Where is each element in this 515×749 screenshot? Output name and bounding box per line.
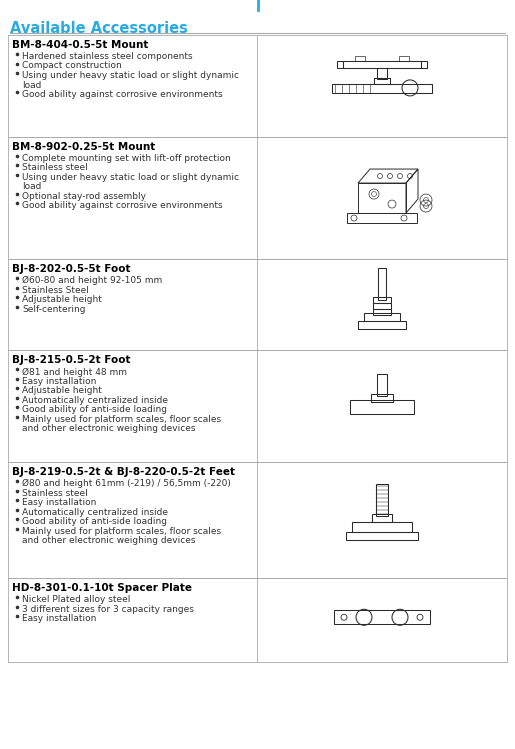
Text: and other electronic weighing devices: and other electronic weighing devices	[22, 536, 196, 545]
Bar	[343, 61, 421, 68]
Text: and other electronic weighing devices: and other electronic weighing devices	[22, 425, 196, 434]
Text: Self-centering: Self-centering	[22, 305, 85, 314]
Text: load: load	[22, 80, 41, 89]
Bar	[377, 68, 387, 79]
Text: Good ability of anti-side loading: Good ability of anti-side loading	[22, 405, 167, 414]
Text: Stainless Steel: Stainless Steel	[22, 286, 89, 295]
Bar	[355, 56, 365, 61]
Text: BJ-8-215-0.5-2t Foot: BJ-8-215-0.5-2t Foot	[12, 356, 130, 366]
Bar	[372, 515, 392, 522]
Text: Adjustable height: Adjustable height	[22, 386, 102, 395]
Text: Ø60-80 and height 92-105 mm: Ø60-80 and height 92-105 mm	[22, 276, 162, 285]
Text: Mainly used for platform scales, floor scales: Mainly used for platform scales, floor s…	[22, 527, 221, 536]
Text: Ø80 and height 61mm (-219) / 56,5mm (-220): Ø80 and height 61mm (-219) / 56,5mm (-22…	[22, 479, 231, 488]
Bar	[332, 84, 432, 93]
Text: Mainly used for platform scales, floor scales: Mainly used for platform scales, floor s…	[22, 415, 221, 424]
Bar	[347, 213, 417, 223]
Text: HD-8-301-0.1-10t Spacer Plate: HD-8-301-0.1-10t Spacer Plate	[12, 583, 192, 593]
Text: Good ability against corrosive environments: Good ability against corrosive environme…	[22, 201, 222, 210]
Text: Complete mounting set with lift-off protection: Complete mounting set with lift-off prot…	[22, 154, 231, 163]
Text: BJ-8-219-0.5-2t & BJ-8-220-0.5-2t Feet: BJ-8-219-0.5-2t & BJ-8-220-0.5-2t Feet	[12, 467, 235, 477]
Bar	[376, 484, 388, 516]
Bar	[358, 183, 406, 213]
Text: BM-8-404-0.5-5t Mount: BM-8-404-0.5-5t Mount	[12, 40, 148, 50]
Text: Using under heavy static load or slight dynamic: Using under heavy static load or slight …	[22, 173, 239, 182]
Bar	[346, 533, 418, 540]
Text: Easy installation: Easy installation	[22, 377, 96, 386]
Bar	[421, 61, 427, 68]
Bar	[378, 268, 386, 300]
Text: Easy installation: Easy installation	[22, 614, 96, 623]
Bar	[399, 56, 409, 61]
Text: Stainless steel: Stainless steel	[22, 488, 88, 497]
Bar	[352, 522, 412, 533]
Bar	[371, 394, 393, 402]
Text: 3 different sizes for 3 capacity ranges: 3 different sizes for 3 capacity ranges	[22, 604, 194, 613]
Text: Nickel Plated alloy steel: Nickel Plated alloy steel	[22, 595, 130, 604]
Text: Adjustable height: Adjustable height	[22, 295, 102, 304]
Text: Compact construction: Compact construction	[22, 61, 122, 70]
Bar	[373, 297, 391, 303]
Text: Optional stay-rod assembly: Optional stay-rod assembly	[22, 192, 146, 201]
Bar	[373, 303, 391, 309]
Text: BJ-8-202-0.5-5t Foot: BJ-8-202-0.5-5t Foot	[12, 264, 130, 274]
Text: Hardened stainless steel components: Hardened stainless steel components	[22, 52, 193, 61]
Text: Good ability of anti-side loading: Good ability of anti-side loading	[22, 518, 167, 527]
Text: BM-8-902-0.25-5t Mount: BM-8-902-0.25-5t Mount	[12, 142, 155, 152]
Bar	[377, 374, 387, 396]
Text: Using under heavy static load or slight dynamic: Using under heavy static load or slight …	[22, 71, 239, 80]
Text: Ø81 and height 48 mm: Ø81 and height 48 mm	[22, 368, 127, 377]
Bar	[364, 313, 400, 321]
Bar	[337, 61, 343, 68]
Text: Automatically centralized inside: Automatically centralized inside	[22, 508, 168, 517]
Text: Good ability against corrosive environments: Good ability against corrosive environme…	[22, 90, 222, 99]
Bar	[373, 309, 391, 315]
Bar	[374, 78, 390, 84]
Text: Easy installation: Easy installation	[22, 498, 96, 507]
Text: Automatically centralized inside: Automatically centralized inside	[22, 396, 168, 405]
Text: Available Accessories: Available Accessories	[10, 21, 188, 36]
Bar	[358, 321, 406, 329]
Bar	[350, 400, 414, 414]
Text: Stainless steel: Stainless steel	[22, 163, 88, 172]
Text: load: load	[22, 182, 41, 191]
Bar	[334, 610, 430, 624]
